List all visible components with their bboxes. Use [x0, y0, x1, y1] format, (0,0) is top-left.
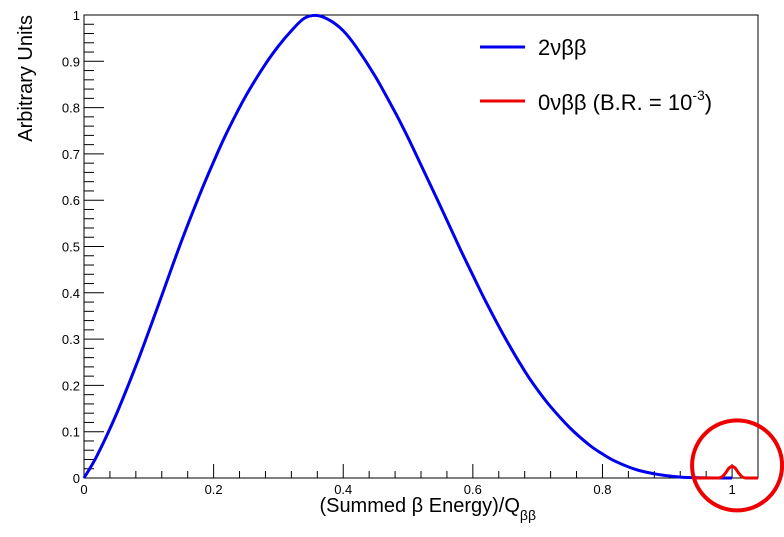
legend-label-0nubb-tail: ) [705, 90, 712, 115]
x-tick-label: 0.2 [205, 482, 223, 497]
y-tick-label: 0.8 [62, 101, 80, 116]
x-tick-label: 0.4 [334, 482, 352, 497]
x-axis-title: (Summed β Energy)/Qββ [319, 495, 536, 523]
y-tick-label: 0.5 [62, 240, 80, 255]
x-tick-label: 0.6 [464, 482, 482, 497]
series-line-1 [693, 464, 758, 480]
legend: 2νββ 0νββ (B.R. = 10-3) [480, 35, 712, 115]
y-axis-title: Arbitrary Units [15, 15, 37, 142]
y-tick-label: 0.7 [62, 147, 80, 162]
y-tick-label: 0.1 [62, 425, 80, 440]
y-tick-label: 0 [73, 471, 80, 486]
y-tick-label: 0.9 [62, 54, 80, 69]
x-axis: 0 0.2 0.4 0.6 0.8 1 [80, 464, 759, 497]
x-axis-title-subscript: ββ [520, 507, 536, 523]
x-tick-label: 0 [80, 482, 87, 497]
y-tick-label: 0.3 [62, 332, 80, 347]
y-axis: 0 0.1 0.2 0.3 0.4 0.5 0.6 0.7 0.8 0.9 1 [62, 8, 104, 486]
plot-series [82, 13, 758, 480]
series-line-0 [82, 13, 733, 480]
x-tick-label: 0.8 [593, 482, 611, 497]
legend-label-0nubb-superscript: -3 [692, 87, 705, 103]
y-tick-label: 0.4 [62, 286, 80, 301]
y-tick-label: 1 [73, 8, 80, 23]
y-tick-label: 0.2 [62, 378, 80, 393]
legend-label-2nubb: 2νββ [538, 35, 587, 60]
plot-frame [83, 14, 759, 479]
x-tick-label: 1 [728, 482, 735, 497]
y-tick-label: 0.6 [62, 193, 80, 208]
highlight-circle [690, 418, 784, 513]
legend-label-0nubb: 0νββ (B.R. = 10-3) [538, 87, 712, 115]
